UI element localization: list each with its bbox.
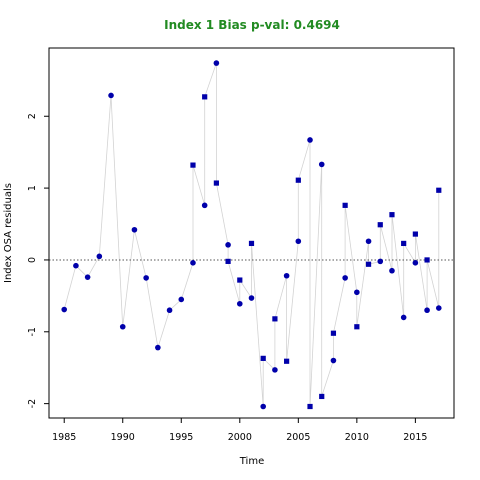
data-point-circle xyxy=(330,357,337,364)
x-axis-label: Time xyxy=(239,456,264,467)
data-point-square xyxy=(365,261,372,267)
data-point-circle xyxy=(73,262,79,269)
y-tick-label: 0 xyxy=(27,257,38,263)
data-point-circle xyxy=(225,242,231,248)
data-point-circle xyxy=(283,272,290,279)
data-point-circle xyxy=(96,253,103,260)
data-point-square xyxy=(424,257,430,263)
data-point-square xyxy=(319,393,325,400)
data-point-circle xyxy=(108,92,114,99)
x-tick-label: 2015 xyxy=(403,432,427,443)
data-point-circle xyxy=(131,226,138,233)
data-point-circle xyxy=(143,275,149,281)
data-point-square xyxy=(190,162,196,168)
data-point-square xyxy=(248,240,255,247)
data-point-square xyxy=(436,187,442,193)
series-line xyxy=(63,62,440,407)
data-point-circle xyxy=(272,367,278,373)
chart-title: Index 1 Bias p-val: 0.4694 xyxy=(164,18,340,32)
data-point-circle xyxy=(248,295,255,301)
data-point-circle xyxy=(61,306,68,313)
y-tick-label: 1 xyxy=(27,185,38,191)
data-point-circle xyxy=(307,137,313,143)
data-point-circle xyxy=(435,305,442,311)
x-tick-label: 1995 xyxy=(169,432,193,443)
data-point-circle xyxy=(119,323,126,330)
data-point-square xyxy=(272,316,278,322)
data-point-circle xyxy=(365,238,372,245)
x-tick-label: 2000 xyxy=(228,432,252,443)
data-point-square xyxy=(202,94,208,100)
data-point-square xyxy=(401,240,407,247)
x-tick-label: 1990 xyxy=(111,432,135,443)
data-point-circle xyxy=(377,258,384,265)
data-point-circle xyxy=(178,296,185,303)
data-point-circle xyxy=(389,267,395,274)
data-point-square xyxy=(213,180,219,186)
x-tick-label: 2010 xyxy=(345,432,369,443)
data-point-circle xyxy=(84,274,91,280)
data-point-square xyxy=(412,231,418,237)
data-point-circle xyxy=(260,403,267,410)
y-axis-label: Index OSA residuals xyxy=(3,183,14,283)
data-point-circle xyxy=(412,260,419,266)
data-point-square xyxy=(354,324,360,330)
data-point-square xyxy=(377,222,383,228)
y-tick-label: -2 xyxy=(27,399,38,408)
data-point-square xyxy=(330,330,337,336)
data-point-square xyxy=(307,403,313,410)
data-point-circle xyxy=(236,300,243,307)
y-tick-label: 2 xyxy=(27,113,38,119)
data-point-circle xyxy=(400,314,407,321)
data-point-circle xyxy=(295,238,302,245)
plot-frame xyxy=(48,47,455,419)
data-point-square xyxy=(389,212,395,218)
data-point-circle xyxy=(166,307,173,314)
data-point-circle xyxy=(155,344,161,351)
data-point-circle xyxy=(424,307,430,314)
data-point-circle xyxy=(201,202,208,209)
data-point-circle xyxy=(318,161,325,168)
x-tick-label: 1985 xyxy=(52,432,76,443)
data-point-square xyxy=(237,277,243,283)
data-point-square xyxy=(342,202,348,208)
data-point-circle xyxy=(354,289,360,296)
data-point-circle xyxy=(190,260,196,266)
data-point-circle xyxy=(342,275,348,281)
axes: 1985 1990 1995 2000 2005 2010 2015 -2 -1 0 1 2 xyxy=(27,113,427,443)
data-point-square xyxy=(260,355,266,361)
x-tick-label: 2005 xyxy=(286,432,310,443)
connector-lines xyxy=(63,62,440,407)
residual-points xyxy=(61,60,442,410)
data-point-square xyxy=(295,177,301,183)
data-point-square xyxy=(284,358,290,364)
y-tick-label: -1 xyxy=(27,327,38,336)
data-point-circle xyxy=(213,60,220,66)
data-point-square xyxy=(225,258,231,264)
